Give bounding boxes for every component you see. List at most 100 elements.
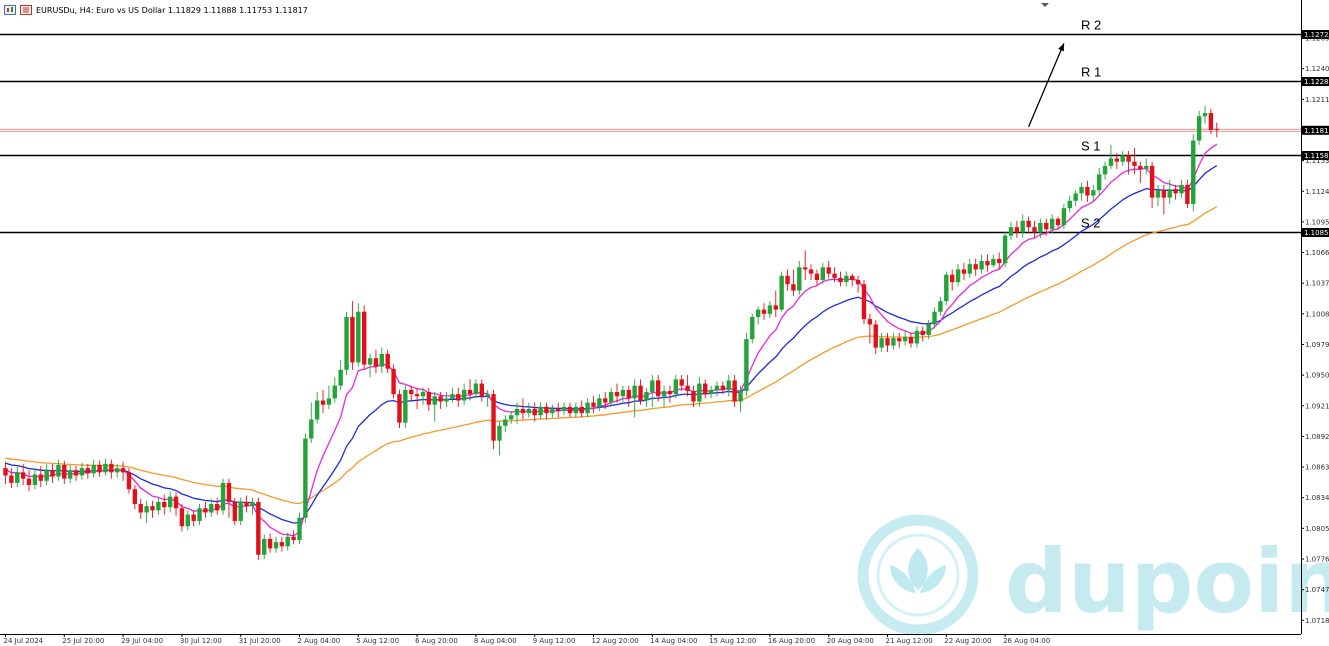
candle-up xyxy=(797,267,802,291)
candle-up xyxy=(744,339,749,391)
candle-down xyxy=(138,504,143,513)
level-price-tag: 1.12725 xyxy=(1304,31,1329,39)
price-tick-label: 1.12110 xyxy=(1305,96,1329,104)
candle-down xyxy=(9,475,14,483)
candle-down xyxy=(908,337,914,344)
candle-up xyxy=(661,390,667,397)
price-tick-label: 1.10950 xyxy=(1305,218,1329,226)
candle-down xyxy=(655,380,661,397)
candle-up xyxy=(250,501,255,507)
candle-down xyxy=(397,394,402,423)
candle-up xyxy=(1067,200,1072,209)
watermark-logo-leaf-right xyxy=(920,565,946,593)
candle-up xyxy=(273,542,279,549)
price-tick-label: 1.08340 xyxy=(1305,494,1329,502)
time-tick-label: 14 Aug 04:00 xyxy=(650,637,697,645)
candle-up xyxy=(185,514,190,527)
candle-up xyxy=(1108,158,1114,166)
candle-down xyxy=(973,264,978,270)
candle-down xyxy=(1114,158,1120,162)
candle-up xyxy=(508,415,514,420)
candle-down xyxy=(467,389,473,395)
candle-down xyxy=(426,392,432,405)
chart-header: EURUSDu, H4: Euro vs US Dollar 1.11829 1… xyxy=(4,3,308,17)
candle-down xyxy=(1026,220,1031,228)
candle-down xyxy=(685,385,690,391)
candle-up xyxy=(1002,235,1008,264)
candle-down xyxy=(361,311,367,365)
candle-up xyxy=(1020,220,1025,233)
candle-up xyxy=(1038,222,1043,233)
candle-up xyxy=(879,338,884,348)
time-tick-label: 30 Jul 12:00 xyxy=(180,637,222,645)
candle-up xyxy=(1144,165,1149,170)
candle-up xyxy=(632,385,637,399)
current-price-tag-bg xyxy=(1302,125,1329,135)
candle-down xyxy=(1126,155,1131,162)
candle-down xyxy=(232,501,238,521)
candle-down xyxy=(491,394,496,441)
level-label-r1: R 1 xyxy=(1081,65,1101,80)
chart-type-icon[interactable] xyxy=(4,5,16,15)
candle-down xyxy=(920,330,925,335)
candle-up xyxy=(91,464,96,474)
candle-up xyxy=(738,390,743,402)
candle-down xyxy=(1014,227,1020,233)
candle-up xyxy=(115,468,120,473)
candle-up xyxy=(944,274,949,302)
price-tick-label: 1.08050 xyxy=(1305,525,1329,533)
candle-down xyxy=(279,542,285,547)
candle-up xyxy=(538,406,543,416)
level-price-tag-bg xyxy=(1302,30,1329,39)
level-labels: R 2 R 1 S 1 S 2 xyxy=(1081,18,1101,231)
price-tick-label: 1.07180 xyxy=(1305,617,1329,625)
candle-down xyxy=(885,338,890,346)
candle-up xyxy=(167,496,173,508)
price-tick-label: 1.11240 xyxy=(1305,188,1329,196)
candle-down xyxy=(409,389,414,395)
candle-up xyxy=(32,474,38,486)
watermark-text: dupoin xyxy=(1005,530,1329,633)
candle-up xyxy=(238,501,243,521)
candle-down xyxy=(808,269,814,274)
watermark-logo-inner-ring xyxy=(876,533,960,617)
candle-up xyxy=(309,419,314,439)
candle-down xyxy=(456,394,461,401)
candle-up xyxy=(932,311,937,325)
candle-down xyxy=(1185,184,1190,204)
candle-down xyxy=(267,538,273,549)
candle-down xyxy=(3,468,8,476)
time-axis: 24 Jul 2024 25 Jul 20:00 29 Jul 04:00 30 Ju… xyxy=(4,634,1050,645)
support-resistance-levels xyxy=(0,33,1301,234)
candle-down xyxy=(438,396,443,402)
candle-up xyxy=(708,389,714,395)
level-label-s1: S 1 xyxy=(1081,139,1101,154)
candle-down xyxy=(720,385,726,390)
time-tick-label: 26 Aug 04:00 xyxy=(1003,637,1050,645)
candle-down xyxy=(203,508,208,513)
candle-down xyxy=(244,501,249,507)
time-tick-label: 24 Jul 2024 xyxy=(4,637,44,645)
candle-down xyxy=(1132,161,1137,166)
candle-down xyxy=(73,470,79,476)
candle-up xyxy=(420,392,426,397)
candle-up xyxy=(338,369,343,386)
forecast-arrow-line xyxy=(1028,43,1065,128)
candle-up xyxy=(209,504,214,513)
candle-up xyxy=(844,275,849,283)
candle-up xyxy=(432,396,437,405)
candle-up xyxy=(608,392,614,403)
candle-up xyxy=(356,311,361,363)
symbol-flag-icon[interactable] xyxy=(20,5,32,15)
candle-up xyxy=(779,275,784,310)
candle-down xyxy=(173,496,179,509)
candle-up xyxy=(1061,208,1067,226)
time-tick-label: 9 Aug 12:00 xyxy=(533,637,576,645)
candles xyxy=(3,105,1219,561)
candle-down xyxy=(614,392,620,397)
candle-down xyxy=(850,275,855,281)
candle-up xyxy=(297,517,302,540)
candle-down xyxy=(773,305,778,310)
candle-down xyxy=(50,470,55,477)
